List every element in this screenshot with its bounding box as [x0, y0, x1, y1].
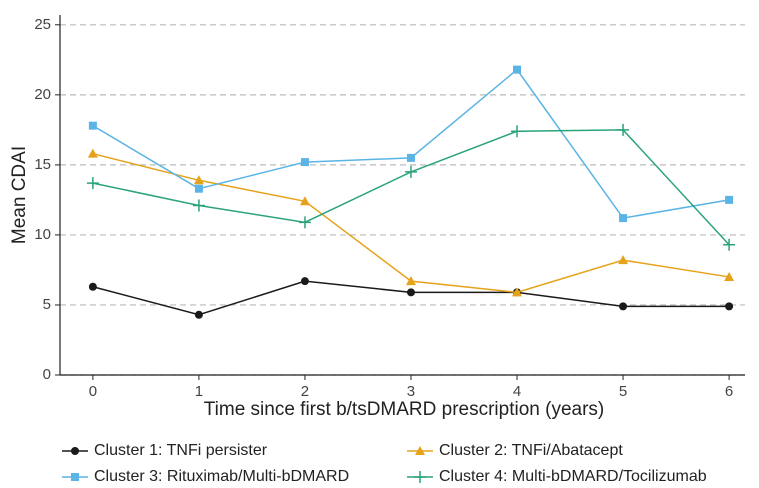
marker	[298, 216, 311, 229]
marker	[618, 255, 629, 265]
marker	[300, 277, 309, 286]
x-tick-label: 4	[513, 383, 521, 400]
x-axis-title: Time since first b/tsDMARD prescription …	[204, 399, 604, 420]
legend-marker	[414, 471, 426, 483]
marker	[725, 195, 734, 204]
marker	[88, 282, 97, 291]
marker	[723, 238, 736, 251]
legend-item: Cluster 3: Rituximab/Multi-bDMARD	[62, 468, 349, 485]
marker	[513, 65, 522, 74]
marker	[193, 175, 204, 185]
y-tick-label: 20	[34, 86, 51, 103]
legend-text: Cluster 2: TNFi/Abatacept	[439, 442, 623, 459]
y-tick-label: 10	[34, 226, 51, 243]
x-tick-label: 2	[301, 383, 309, 400]
marker	[194, 310, 203, 319]
marker	[299, 196, 310, 206]
x-tick-label: 5	[619, 383, 627, 400]
marker	[404, 165, 417, 178]
marker	[619, 302, 628, 311]
y-axis-title: Mean CDAI	[9, 146, 30, 244]
x-tick-label: 1	[195, 383, 203, 400]
marker	[617, 123, 630, 136]
y-tick-label: 15	[34, 156, 51, 173]
marker	[619, 214, 628, 223]
legend-marker	[71, 473, 79, 481]
legend-item: Cluster 2: TNFi/Abatacept	[407, 442, 623, 459]
marker	[87, 148, 98, 158]
marker	[300, 158, 309, 167]
legend-marker	[415, 446, 425, 455]
series-line	[92, 280, 730, 316]
legend-marker	[71, 447, 79, 455]
x-tick-label: 6	[725, 383, 733, 400]
marker	[725, 302, 734, 311]
marker	[511, 125, 524, 138]
legend-item: Cluster 1: TNFi persister	[62, 442, 268, 459]
marker	[88, 121, 97, 130]
legend-text: Cluster 1: TNFi persister	[94, 442, 268, 459]
legend-text: Cluster 4: Multi-bDMARD/Tocilizumab	[439, 468, 707, 485]
marker	[724, 271, 735, 281]
marker	[194, 184, 203, 193]
legend-item: Cluster 4: Multi-bDMARD/Tocilizumab	[407, 468, 707, 485]
y-tick-label: 5	[43, 296, 51, 313]
x-tick-label: 3	[407, 383, 415, 400]
y-tick-label: 25	[34, 16, 51, 33]
x-tick-label: 0	[89, 383, 97, 400]
series-line	[92, 129, 730, 246]
series-line	[92, 68, 730, 219]
marker	[512, 287, 523, 297]
marker	[86, 177, 99, 190]
marker	[192, 199, 205, 212]
legend-text: Cluster 3: Rituximab/Multi-bDMARD	[94, 468, 349, 485]
marker	[406, 288, 415, 297]
marker	[406, 153, 415, 162]
marker	[405, 276, 416, 286]
y-tick-label: 0	[43, 366, 51, 383]
